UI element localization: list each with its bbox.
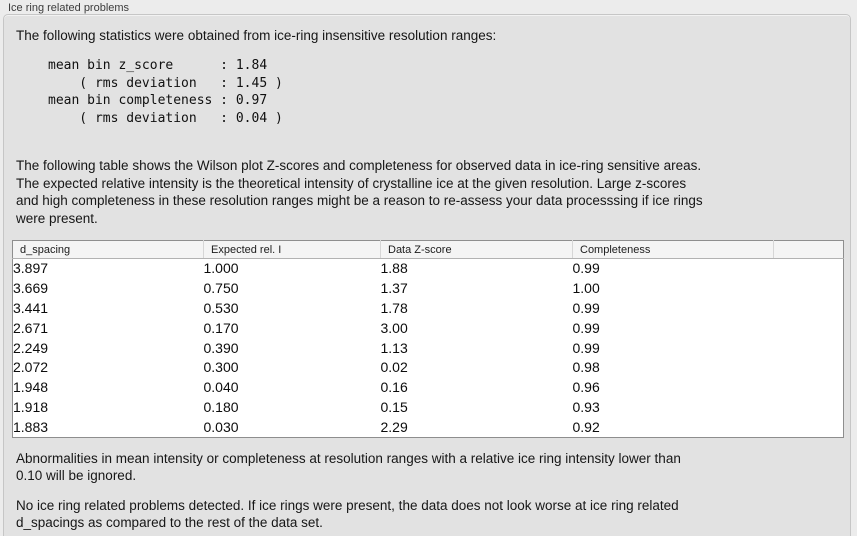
- table-row[interactable]: 3.441 0.530 1.78 0.99: [13, 298, 844, 318]
- table-cell: 0.300: [203, 359, 239, 376]
- table-cell: 2.29: [380, 418, 408, 435]
- table-cell: [774, 418, 844, 438]
- table-cell: 1.000: [203, 260, 239, 277]
- column-header-expected-rel-i[interactable]: Expected rel. I: [203, 240, 381, 260]
- stats-line-rms-z: ( rms deviation : 1.45 ): [48, 75, 283, 91]
- intro-text: The following statistics were obtained f…: [16, 28, 497, 43]
- table-cell: [774, 318, 844, 338]
- table-cell: 0.170: [203, 319, 239, 336]
- table-cell: 0.02: [380, 359, 408, 376]
- table-cell: 1.88: [380, 260, 408, 277]
- table-cell: 0.92: [572, 418, 600, 435]
- column-header-empty[interactable]: [773, 240, 844, 260]
- table-cell: 0.750: [203, 279, 239, 296]
- table-row[interactable]: 1.948 0.040 0.16 0.96: [13, 378, 844, 398]
- table-cell: 1.00: [572, 279, 600, 296]
- table-cell: [774, 278, 844, 298]
- table-cell: 0.96: [572, 379, 600, 396]
- table-cell: 3.441: [13, 299, 49, 316]
- table-cell: [774, 378, 844, 398]
- table-row[interactable]: 2.671 0.170 3.00 0.99: [13, 318, 844, 338]
- column-header-d-spacing[interactable]: d_spacing: [12, 240, 204, 260]
- stats-line-rms-completeness: ( rms deviation : 0.04 ): [48, 110, 283, 126]
- table-cell: [774, 338, 844, 358]
- table-cell: 1.78: [380, 299, 408, 316]
- conclusion-note: No ice ring related problems detected. I…: [16, 497, 679, 531]
- ignore-note: Abnormalities in mean intensity or compl…: [16, 451, 681, 484]
- stats-line-mean-completeness: mean bin completeness : 0.97: [48, 93, 268, 109]
- table-cell: 1.948: [13, 379, 49, 396]
- stats-line-mean-z: mean bin z_score : 1.84: [48, 58, 268, 74]
- table-cell: 0.030: [203, 418, 239, 435]
- table-header-row: d_spacing Expected rel. I Data Z-score C…: [12, 240, 844, 260]
- table-row[interactable]: 2.072 0.300 0.02 0.98: [13, 358, 844, 378]
- table-row[interactable]: 3.897 1.000 1.88 0.99: [13, 259, 844, 279]
- table-cell: 0.99: [572, 319, 600, 336]
- table-row[interactable]: 2.249 0.390 1.13 0.99: [13, 338, 844, 358]
- table-cell: 2.072: [13, 359, 49, 376]
- table-row[interactable]: 3.669 0.750 1.37 1.00: [13, 278, 844, 298]
- table-cell: 2.671: [13, 319, 49, 336]
- table-cell: [774, 298, 844, 318]
- table-description: The following table shows the Wilson plo…: [16, 158, 703, 226]
- table-cell: 0.15: [380, 399, 408, 416]
- table-cell: 3.897: [13, 260, 49, 277]
- stats-block: mean bin z_score : 1.84 ( rms deviation …: [48, 57, 842, 127]
- table-cell: 0.180: [203, 399, 239, 416]
- table-cell: [774, 259, 844, 279]
- ice-ring-table: d_spacing Expected rel. I Data Z-score C…: [12, 240, 844, 439]
- table-cell: 3.00: [380, 319, 408, 336]
- table-cell: 1.883: [13, 418, 49, 435]
- table-cell: 0.93: [572, 399, 600, 416]
- table-cell: 0.99: [572, 299, 600, 316]
- table-cell: 0.16: [380, 379, 408, 396]
- column-header-data-z-score[interactable]: Data Z-score: [380, 240, 573, 260]
- table-cell: 1.37: [380, 279, 408, 296]
- column-header-completeness[interactable]: Completeness: [572, 240, 774, 260]
- table-cell: 0.99: [572, 260, 600, 277]
- table-row[interactable]: 1.883 0.030 2.29 0.92: [13, 418, 844, 438]
- table-cell: 2.249: [13, 339, 49, 356]
- panel-title: Ice ring related problems: [8, 2, 130, 14]
- table-cell: 3.669: [13, 279, 49, 296]
- table-cell: 0.530: [203, 299, 239, 316]
- table-body: 3.897 1.000 1.88 0.99 3.669 0.750 1.37 1.00 3.44…: [13, 259, 844, 438]
- table-cell: [774, 398, 844, 418]
- table-cell: 0.390: [203, 339, 239, 356]
- ice-ring-groupbox: The following statistics were obtained f…: [3, 14, 851, 536]
- groupbox-content: The following statistics were obtained f…: [4, 15, 850, 532]
- table-cell: 1.13: [380, 339, 408, 356]
- table-cell: [774, 358, 844, 378]
- table-cell: 0.040: [203, 379, 239, 396]
- table-cell: 1.918: [13, 399, 49, 416]
- table-row[interactable]: 1.918 0.180 0.15 0.93: [13, 398, 844, 418]
- table-cell: 0.98: [572, 359, 600, 376]
- table-cell: 0.99: [572, 339, 600, 356]
